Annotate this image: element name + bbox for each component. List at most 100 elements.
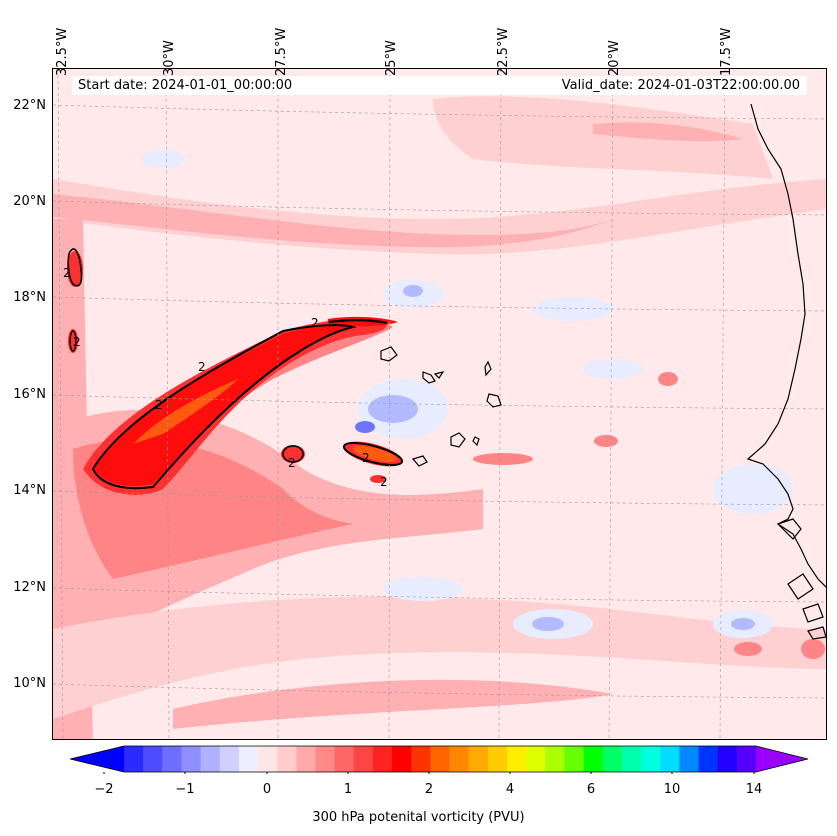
east-filament-contour [328,319,388,325]
upper-red-band [53,194,613,248]
island-small-2 [422,371,436,384]
meridian-17.5w [719,69,726,739]
blue-patch-central-core [355,421,375,433]
lon-label-30w: 30°W [162,40,177,76]
parallel-18n [53,296,826,312]
contour-label-west-2: 2 [73,335,81,349]
colorbar-tick-1: 1 [343,782,353,797]
meridian-25w [388,69,391,739]
contour-label-streamer-core: 2 [155,398,163,412]
blue-patch-southeast-core [731,618,755,630]
scattered-red-4 [801,639,825,659]
colorbar-segment [392,746,412,772]
parallel-14n [53,490,826,506]
lat-label-16n: 16°N [13,387,46,402]
lon-label-25w: 25°W [384,40,399,76]
colorbar-tick-10: 10 [663,782,681,797]
tiny-red-blob [370,475,386,483]
colorbar-extend-min [70,746,124,772]
colorbar-segment [736,746,757,772]
blue-patch-west-central [383,577,463,601]
valid-date-text: Valid_date: 2024-01-03T22:00:00.00 [561,78,800,93]
lon-label-27.5w: 27.5°W [274,27,289,76]
colorbar-segment [334,746,355,772]
contour-label-west-1: 2 [63,266,71,280]
blue-patch-central-mid [368,395,418,423]
scattered-red-2 [594,435,618,447]
start-date-text: Start date: 2024-01-01_00:00:00 [78,78,293,93]
lat-label-12n: 12°N [13,580,46,595]
parallel-10n [53,683,826,699]
meridian-32.5w [57,69,64,739]
colorbar-tick-minus1: −1 [175,782,195,797]
colorbar-tick-2: 2 [424,782,434,797]
colorbar-extend-max [756,746,808,772]
northeast-salmon-streak [593,122,743,142]
colorbar-tick-minus2: −2 [94,782,114,797]
colorbar-segment [602,746,623,772]
colorbar-label: 300 hPa potenital vorticity (PVU) [312,810,525,825]
colorbar-segment [219,746,240,772]
colorbar [70,745,809,774]
island-small-5 [486,393,502,408]
african-coast [746,103,826,588]
island-small-1 [380,346,398,362]
colorbar-segment [162,746,182,772]
parallel-22n [53,104,826,120]
colorbar-segment [583,746,604,772]
blue-patch-northwest [141,150,185,168]
colorbar-segment [679,746,700,772]
west-contour-2 [69,330,77,352]
colorbar-tick-0: 0 [262,782,272,797]
lon-label-32.5w: 32.5°W [55,27,70,76]
colorbar-segments [70,746,808,772]
streamer-core [93,325,353,486]
colorbar-segment [526,746,546,772]
parallel-12n [53,587,826,603]
low-pv-patches [141,150,793,639]
island-small-4 [484,360,492,377]
island-small-3 [433,371,445,379]
colorbar-segment [200,746,221,772]
blue-patch-east-central [583,359,643,379]
scattered-red-1 [658,372,678,386]
lat-label-22n: 22°N [13,98,46,113]
colorbar-segment [372,746,393,772]
map-panel: 2 2 2 2 2 2 2 2 [52,68,827,740]
pv-streamer [67,248,825,659]
meridian-20w [608,69,614,739]
lat-label-20n: 20°N [13,194,46,209]
lon-label-17.5w: 17.5°W [719,27,734,76]
streamer-orange-core [133,379,238,444]
coastal-islands-3 [802,603,824,623]
colorbar-tick-6: 6 [586,782,596,797]
blue-patch-far-east [713,464,793,514]
colorbar-segment [717,746,738,772]
southern-red-streak [173,679,613,729]
streamer-contour [91,324,357,490]
contour-label-streamer-mid: 2 [198,360,206,374]
colorbar-segment [181,746,202,772]
contour-label-streamer-east: 2 [311,316,319,330]
colorbar-segment [468,746,489,772]
blue-patch-south-core [532,617,564,631]
streamer-tail-east [328,316,398,327]
contour-label-secondary: 2 [362,451,370,465]
secondary-contour [342,442,404,466]
west-contour-1 [67,248,83,287]
colorbar-segment [430,746,451,772]
colorbar-segment [143,746,163,772]
south-pink-band [53,596,826,719]
pv-field-map: 2 2 2 2 2 2 2 2 [53,69,826,739]
colorbar-segment [353,746,374,772]
colorbar-segment [238,746,259,772]
meridian-30w [165,69,170,739]
colorbar-segment [277,746,297,772]
colorbar-segment [545,746,565,772]
colorbar-segment [315,746,336,772]
colorbar-segment [296,746,317,772]
colorbar-segment [641,746,661,772]
contour-label-tiny-blob: 2 [380,475,388,489]
contour-label-small-blob: 2 [288,456,296,470]
parallel-16n [53,394,826,410]
